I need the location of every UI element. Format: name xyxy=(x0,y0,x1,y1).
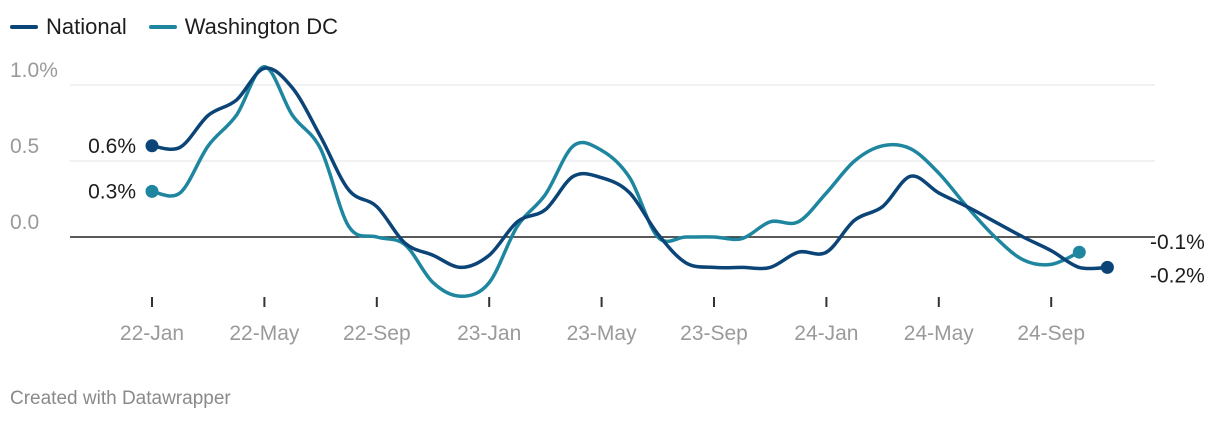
legend-swatch-dc xyxy=(148,25,177,29)
x-tick-label: 23-May xyxy=(567,322,638,345)
end-label-dc: -0.1% xyxy=(1150,231,1205,254)
footer-credit: Created with Datawrapper xyxy=(10,388,231,409)
x-tick-label: 23-Jan xyxy=(457,322,521,345)
y-tick-label: 0.5 xyxy=(10,135,39,158)
legend-label-dc: Washington DC xyxy=(184,14,338,39)
start-point-national xyxy=(145,139,159,153)
series-line-national xyxy=(150,66,1110,271)
end-point-dc xyxy=(1072,245,1086,259)
x-tick-label: 22-Jan xyxy=(120,322,184,345)
x-tick-label: 24-Sep xyxy=(1017,322,1085,345)
start-label-dc: 0.3% xyxy=(88,180,136,203)
y-tick-label: 0.0 xyxy=(10,211,39,234)
chart-legend: National Washington DC xyxy=(10,14,338,40)
start-point-dc xyxy=(145,184,159,198)
x-tick-label: 23-Sep xyxy=(680,322,748,345)
end-point-national xyxy=(1100,260,1114,274)
series-line-dc xyxy=(150,65,1082,299)
x-tick-label: 24-May xyxy=(904,322,975,345)
legend-label-national: National xyxy=(46,14,127,39)
legend-item-dc: Washington DC xyxy=(148,14,338,40)
y-tick-label: 1.0% xyxy=(10,59,58,82)
line-chart: 1.0% 0.5 0.0 22-Jan 22-May 22-Sep 23-Jan 23-May… xyxy=(10,59,1205,345)
x-tick-label: 24-Jan xyxy=(794,322,858,345)
x-tick-label: 22-Sep xyxy=(343,322,411,345)
legend-swatch-national xyxy=(10,25,38,29)
legend-item-national: National xyxy=(10,14,127,40)
start-label-national: 0.6% xyxy=(88,135,136,158)
end-label-national: -0.2% xyxy=(1150,264,1205,287)
x-tick-label: 22-May xyxy=(229,322,300,345)
